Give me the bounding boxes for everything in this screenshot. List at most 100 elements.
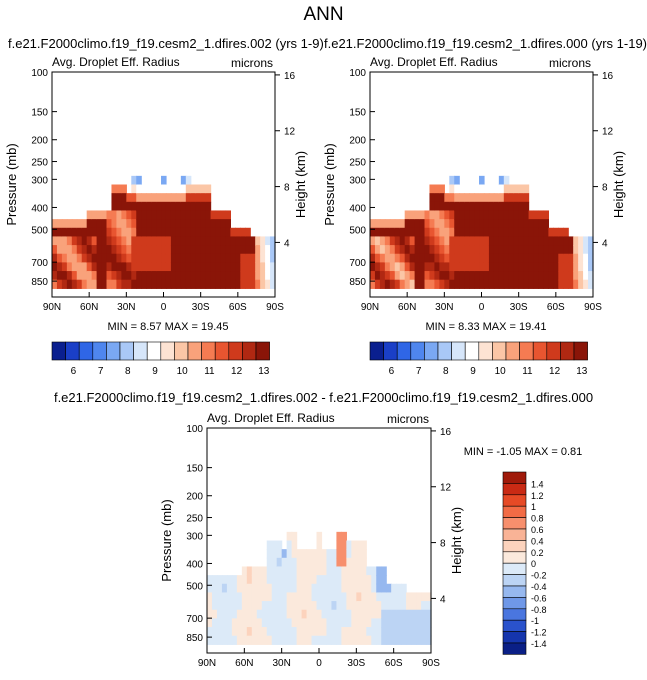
panel-1-cell (111, 236, 118, 246)
panel-3-cell (271, 557, 278, 568)
panel-1-cell (240, 253, 246, 263)
panel-1-cell (71, 219, 78, 229)
panel-3-cell (366, 592, 372, 602)
panel-3-cell (231, 627, 238, 637)
panel-2-colorbar-label: 10 (495, 366, 507, 377)
panel-2-cell (538, 227, 545, 238)
panel-1-ytick-right-label: 4 (284, 238, 290, 249)
panel-3-cell (256, 635, 263, 645)
panel-1-cell (165, 227, 172, 238)
panel-3-colorbar-label: 1 (531, 502, 536, 512)
panel-2-cell (548, 271, 554, 281)
panel-3-cell (207, 592, 213, 602)
panel-1-cell (156, 193, 162, 203)
panel-1-cell (255, 279, 261, 289)
panel-3-cell (351, 635, 357, 645)
panel-1-cell (121, 236, 127, 246)
panel-3-cell (251, 575, 258, 585)
panel-1-cell (210, 279, 217, 289)
panel-3-colorbar-box (502, 619, 527, 632)
panel-2-cell (449, 184, 455, 194)
panel-3-cell (311, 549, 318, 559)
panel-3-cell (286, 540, 293, 550)
panel-1-cell (225, 245, 231, 255)
panel-1-colorbar-label: 12 (231, 366, 243, 377)
panel-3-cell (286, 609, 293, 619)
panel-3-cell (326, 583, 333, 594)
panel-1-cell (56, 236, 63, 246)
panel-2-cell (563, 236, 569, 246)
panel-2-cell (419, 271, 426, 281)
panel-1-cell (131, 262, 137, 272)
panel-2-cell (399, 236, 406, 246)
panel-1-cell (180, 271, 187, 281)
panel-1-cell (190, 201, 197, 212)
panel-1-cell (76, 271, 83, 281)
panel-3-cell (361, 557, 367, 568)
panel-1-colorbar-box (187, 341, 202, 361)
panel-2-cell (370, 279, 376, 289)
panel-1-cell (81, 227, 88, 238)
panel-2-cell (474, 279, 480, 289)
panel-1-cell (250, 245, 256, 255)
panel-1-cell (175, 236, 182, 246)
panel-1-cell (185, 236, 192, 246)
panel-1-cell (66, 245, 73, 255)
panel-2-cell (439, 193, 445, 203)
panel-1-cell (156, 271, 162, 281)
panel-2-cell (379, 271, 386, 281)
panel-1-cell (220, 210, 227, 220)
panel-2-cell (488, 193, 495, 203)
panel-2-xtick-label: 90S (584, 302, 602, 313)
panel-3-cell (266, 566, 273, 576)
panel-2-cell (518, 262, 525, 272)
panel-2-cell (479, 175, 485, 186)
panel-3-colorbar-box (502, 585, 527, 598)
panel-2-cell (518, 201, 525, 212)
panel-3-cell (316, 540, 323, 550)
panel-3-cell (376, 601, 382, 611)
panel-2-cell (533, 210, 540, 220)
panel-1-cell (220, 279, 227, 289)
panel-2-cell (439, 262, 445, 272)
panel-3-cell (286, 635, 293, 645)
panel-1-cell (215, 236, 222, 246)
panel-2-colorbar-box (396, 341, 412, 361)
panel-2-cell (588, 253, 594, 263)
panel-1-xtick-label: 60S (229, 302, 247, 313)
panel-2-cell (523, 201, 530, 212)
panel-2-cell (533, 271, 540, 281)
panel-2-cell (533, 279, 540, 289)
panel-3-cell (286, 549, 293, 559)
panel-2-cell (394, 245, 401, 255)
panel-3-cell (246, 575, 253, 585)
panel-2-colorbar-box (464, 341, 480, 361)
panel-3-cell (306, 557, 313, 568)
panel-2-cell (454, 245, 460, 255)
panel-1-cell (151, 236, 157, 246)
panel-2-cell (449, 227, 455, 238)
panel-1-cell (165, 210, 172, 220)
panel-2-cell (444, 253, 450, 263)
panel-2-cell (583, 236, 589, 246)
panel-2-cell (548, 253, 554, 263)
panel-1-cell (260, 253, 266, 263)
panel-3-cell (266, 609, 273, 619)
panel-2-cell (384, 245, 391, 255)
panel-2-cell (528, 253, 535, 263)
panel-3-cell (271, 575, 278, 585)
panel-1-cell (106, 262, 113, 272)
panel-2-cell (469, 236, 475, 246)
panel-1-cell (76, 245, 83, 255)
panel-1-cell (71, 245, 78, 255)
panel-1-ytick-label: 300 (31, 175, 48, 186)
panel-2-cell (464, 193, 470, 203)
panel-1-cell (225, 253, 231, 263)
panel-3-cell (356, 540, 362, 550)
panel-1-cell (225, 210, 231, 220)
panel-3-cell (361, 627, 367, 637)
panel-2-cell (533, 227, 540, 238)
panel-3-cell (291, 601, 298, 611)
panel-1-cell (76, 219, 83, 229)
